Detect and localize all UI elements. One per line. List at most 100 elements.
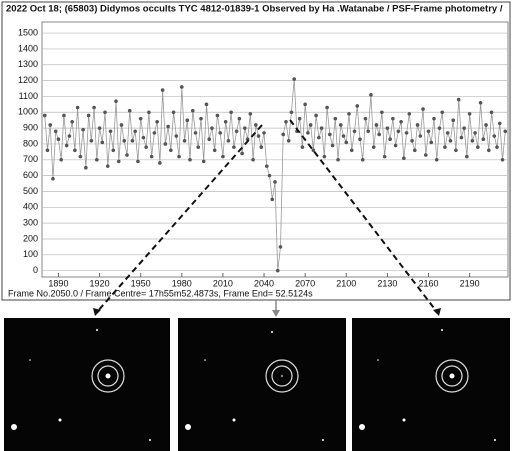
data-point (227, 139, 231, 143)
y-tick-label: 1100 (19, 91, 38, 101)
x-tick-label: 2010 (213, 278, 233, 288)
data-point (323, 155, 327, 159)
data-point (410, 139, 414, 143)
data-point (240, 152, 244, 156)
data-point (235, 129, 239, 133)
data-point (361, 158, 365, 162)
data-point (114, 99, 118, 103)
data-point (449, 139, 453, 143)
data-point (462, 126, 466, 130)
data-point (366, 129, 370, 133)
data-point (334, 117, 338, 121)
data-point (457, 98, 461, 102)
data-point (218, 131, 222, 135)
y-tick-label: 0 (33, 265, 38, 275)
data-point (484, 123, 488, 127)
data-point (460, 136, 464, 140)
chart-title: 2022 Oct 18; (65803) Didymos occults TYC… (6, 4, 503, 15)
x-tick-label: 1920 (90, 278, 110, 288)
data-point (498, 122, 502, 126)
data-point (355, 104, 359, 108)
data-point (87, 114, 91, 118)
data-point (120, 123, 124, 127)
data-point (284, 120, 288, 124)
data-point (383, 155, 387, 159)
data-point (279, 245, 283, 249)
data-point (375, 123, 379, 127)
data-point (503, 129, 507, 133)
data-point (84, 166, 88, 170)
data-point (471, 139, 475, 143)
data-point (51, 177, 55, 181)
data-point (205, 103, 209, 107)
data-point (57, 137, 61, 141)
data-point (164, 142, 168, 146)
data-point (482, 137, 486, 141)
data-point (224, 120, 228, 124)
plot: 0100200300400500600700800900100011001200… (18, 22, 508, 288)
x-tick-label: 2100 (336, 278, 356, 288)
x-tick-label: 2160 (418, 278, 438, 288)
data-point (109, 129, 113, 133)
data-point (62, 114, 66, 118)
data-point (92, 106, 96, 110)
data-point (424, 153, 428, 157)
data-point (125, 153, 129, 157)
data-point (369, 93, 373, 97)
data-point (325, 106, 329, 110)
data-point (185, 118, 189, 122)
y-tick-label: 200 (23, 233, 38, 243)
data-point (303, 103, 307, 107)
data-point (358, 137, 362, 141)
data-point (238, 117, 242, 121)
data-point (492, 134, 496, 138)
y-tick-label: 600 (23, 170, 38, 180)
data-point (90, 139, 94, 143)
data-point (48, 123, 52, 127)
data-point (429, 141, 433, 145)
image-panel (352, 318, 510, 451)
data-point (405, 131, 409, 135)
data-point (446, 131, 450, 135)
data-point (81, 128, 85, 132)
data-point (175, 134, 179, 138)
data-point (451, 118, 455, 122)
data-point (188, 158, 192, 162)
x-tick-label: 2040 (254, 278, 274, 288)
data-point (440, 110, 444, 114)
data-point (177, 155, 181, 159)
data-point (314, 114, 318, 118)
data-point (372, 145, 376, 149)
data-point (416, 123, 420, 127)
data-point (180, 85, 184, 89)
data-point (229, 110, 233, 114)
data-point (169, 148, 173, 152)
data-point (131, 139, 135, 143)
y-tick-label: 800 (23, 138, 38, 148)
data-point (317, 136, 321, 140)
data-point (150, 155, 154, 159)
data-point (43, 114, 47, 118)
y-tick-label: 500 (23, 186, 38, 196)
data-point (328, 133, 332, 137)
image-panels (4, 318, 510, 451)
data-point (432, 117, 436, 121)
data-point (65, 144, 69, 148)
data-point (191, 109, 195, 113)
data-point (273, 180, 277, 184)
data-point (122, 139, 126, 143)
data-point (336, 158, 340, 162)
y-tick-label: 100 (23, 249, 38, 259)
data-point (476, 145, 480, 149)
y-tick-label: 900 (23, 122, 38, 132)
y-tick-label: 1000 (18, 107, 38, 117)
data-point (501, 158, 505, 162)
data-point (216, 114, 220, 118)
data-point (399, 120, 403, 124)
data-point (207, 137, 211, 141)
data-point (259, 145, 263, 149)
data-point (54, 129, 58, 133)
data-point (144, 145, 148, 149)
data-point (339, 123, 343, 127)
data-point (408, 112, 412, 116)
